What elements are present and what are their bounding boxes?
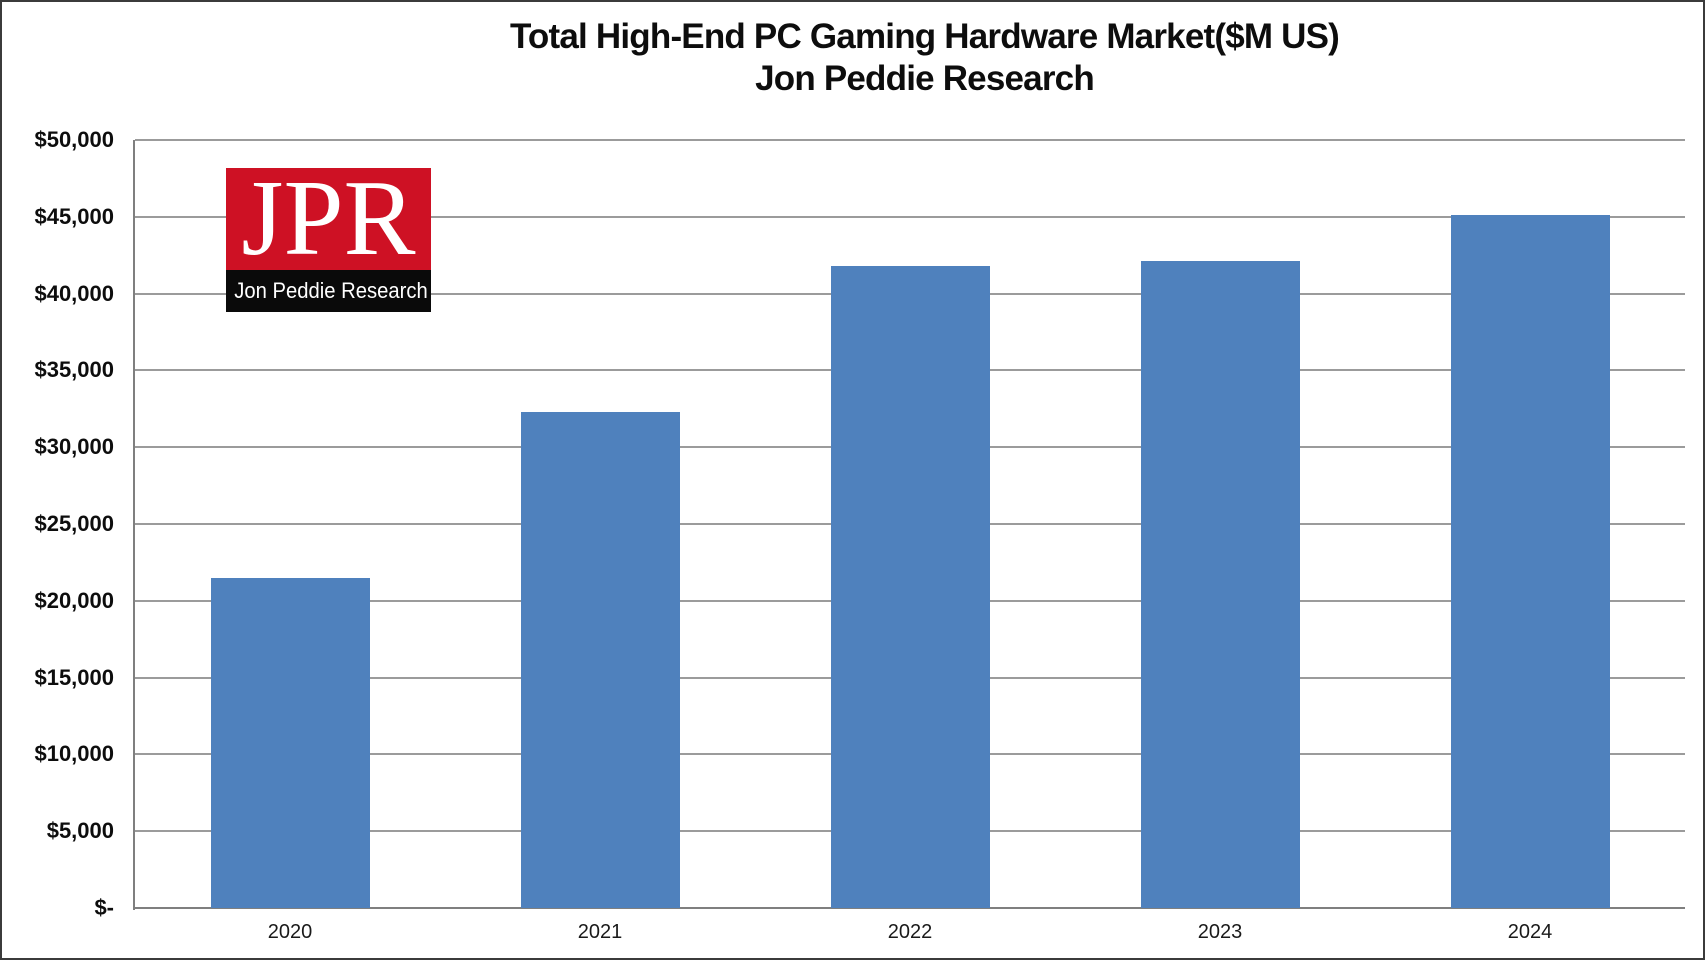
y-axis-tick-label: $25,000	[34, 511, 114, 536]
x-axis-label: 2020	[267, 921, 313, 943]
x-axis-label: 2024	[1507, 921, 1553, 943]
x-axis-line	[135, 907, 1685, 909]
y-axis-tick-label: $20,000	[34, 587, 114, 613]
y-axis-tick-label: $40,000	[34, 280, 114, 306]
bar-2022	[830, 265, 990, 908]
chart-title-line1: Total High-End PC Gaming Hardware Market…	[509, 17, 1340, 56]
y-axis-line	[133, 140, 135, 910]
y-axis-tick-label: $45,000	[34, 203, 114, 229]
x-axis-label: 2023	[1197, 921, 1243, 943]
y-axis-tick-label: $5,000	[46, 818, 114, 844]
bar-2021	[520, 411, 680, 908]
logo-name: Jon Peddie Research	[234, 278, 428, 303]
logo-red-panel	[226, 168, 431, 270]
chart-title-line2: Jon Peddie Research	[755, 59, 1095, 98]
chart-title: Total High-End PC Gaming Hardware Market…	[142, 16, 1703, 100]
y-axis-tick-label: $35,000	[34, 357, 114, 383]
gridline	[135, 139, 1685, 141]
y-axis-tick-label: $30,000	[34, 434, 114, 460]
x-axis-label: 2021	[577, 921, 623, 943]
gridline	[135, 215, 1685, 218]
y-axis-tick-label: $-	[94, 895, 114, 920]
jpr-logo: JPR Jon Peddie Research	[226, 162, 431, 312]
y-axis-tick-label: $15,000	[34, 664, 114, 690]
bar-2020	[210, 577, 370, 908]
logo-black-panel	[226, 270, 431, 312]
y-axis-tick-label: $50,000	[34, 127, 114, 152]
logo-acronym: JPR	[241, 159, 416, 278]
bar-2023	[1140, 261, 1300, 908]
y-axis-tick-label: $10,000	[34, 741, 114, 767]
plot-area	[135, 139, 1685, 909]
x-axis-label: 2022	[887, 921, 933, 943]
bar-2024	[1450, 215, 1610, 908]
